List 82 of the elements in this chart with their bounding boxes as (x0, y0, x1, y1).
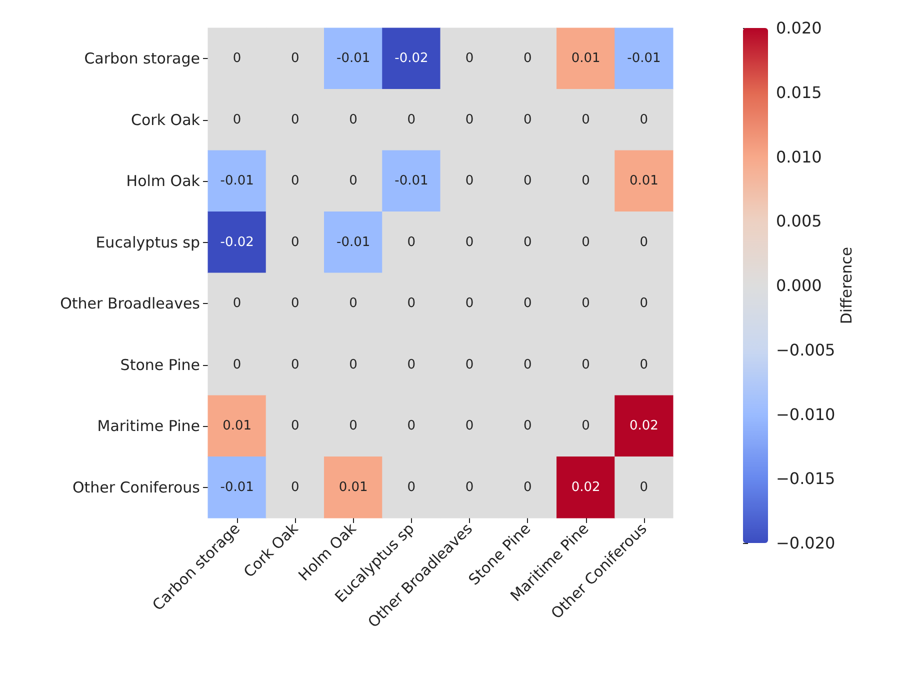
y-tick-label: Maritime Pine (97, 417, 200, 436)
data-label: -0.01 (336, 51, 370, 66)
data-label: 0 (582, 234, 590, 250)
data-label: 0 (291, 480, 300, 495)
data-label: 0 (232, 112, 242, 128)
data-label: 0 (349, 357, 358, 372)
data-label: -0.02 (220, 234, 254, 250)
data-label: 0 (640, 296, 648, 312)
data-label: 0 (465, 174, 474, 189)
data-label: 0 (349, 112, 358, 128)
data-label: 0 (407, 480, 416, 495)
data-label: 0 (640, 480, 648, 495)
color-bar-label: 0.010 (776, 147, 822, 166)
data-label: 0 (465, 357, 474, 372)
data-label: 0 (524, 174, 532, 189)
data-label: 0.01 (629, 174, 658, 189)
data-label: 0 (582, 296, 590, 312)
y-tick-label: Other Coniferous (72, 478, 200, 496)
data-label: 0 (465, 418, 474, 434)
data-label: 0 (524, 357, 532, 372)
data-label: 0 (524, 112, 532, 128)
data-label: 0 (291, 51, 300, 66)
data-label: 0 (407, 112, 416, 128)
data-label: 0 (407, 296, 416, 312)
y-tick-label: Other Broadleaves (60, 294, 200, 313)
data-label: 0.02 (571, 480, 600, 495)
data-label: 0 (232, 296, 242, 312)
color-bar-label: −0.005 (776, 340, 836, 360)
data-label: -0.01 (220, 480, 254, 495)
data-label: -0.01 (220, 174, 254, 189)
data-label: 0 (465, 480, 474, 495)
color-bar-label: 0.000 (776, 276, 822, 295)
data-label: -0.01 (394, 174, 428, 189)
data-label: 0 (291, 357, 300, 372)
data-label: 0 (232, 357, 242, 372)
data-label: 0 (465, 234, 474, 250)
data-label: 0 (291, 112, 300, 128)
data-label: 0 (465, 51, 474, 66)
data-label: 0 (349, 174, 358, 189)
data-label: 0 (524, 418, 532, 434)
color-bar-label: −0.015 (776, 469, 836, 488)
data-label: 0.02 (629, 418, 658, 434)
data-label: 0 (232, 51, 242, 66)
data-label: 0 (407, 357, 416, 372)
data-label: 0 (524, 51, 532, 66)
data-label: 0 (349, 418, 358, 434)
data-label: 0 (640, 357, 648, 372)
data-label: 0 (349, 296, 358, 312)
data-label: 0.01 (571, 51, 600, 66)
data-label: 0 (582, 357, 590, 372)
y-tick-label: Holm Oak (126, 172, 200, 190)
data-label: 0 (465, 296, 474, 312)
color-bar-label: 0.005 (776, 212, 822, 231)
data-label: 0 (582, 174, 590, 189)
color-bar-title: Difference (838, 246, 856, 324)
data-label: 0 (407, 234, 416, 250)
data-label: 0 (291, 174, 300, 189)
data-label: 0 (640, 234, 648, 250)
data-label: 0 (465, 112, 474, 128)
y-tick-label: Stone Pine (120, 356, 200, 374)
color-bar-label: 0.015 (776, 82, 822, 102)
color-bar-label: 0.020 (776, 18, 822, 38)
data-label: -0.02 (394, 51, 428, 66)
data-label: 0 (407, 418, 416, 434)
data-label: 0 (582, 418, 590, 434)
y-tick-label: Eucalyptus sp (96, 233, 200, 252)
color-bar-label: −0.010 (776, 404, 836, 424)
y-tick-label: Cork Oak (131, 110, 200, 129)
data-label: 0 (524, 296, 532, 312)
data-label: 0.01 (222, 418, 252, 434)
data-label: 0 (640, 112, 648, 128)
data-label: 0.01 (338, 480, 368, 495)
color-bar-label: −0.020 (776, 534, 836, 552)
data-label: 0 (582, 112, 590, 128)
data-label: 0 (291, 418, 300, 434)
data-label: 0 (291, 234, 300, 250)
data-label: 0 (524, 234, 532, 250)
data-label: 0 (524, 480, 532, 495)
y-tick-label: Carbon storage (84, 50, 200, 68)
data-label: -0.01 (336, 234, 370, 250)
data-label: 0 (291, 296, 300, 312)
data-label: -0.01 (627, 51, 661, 66)
